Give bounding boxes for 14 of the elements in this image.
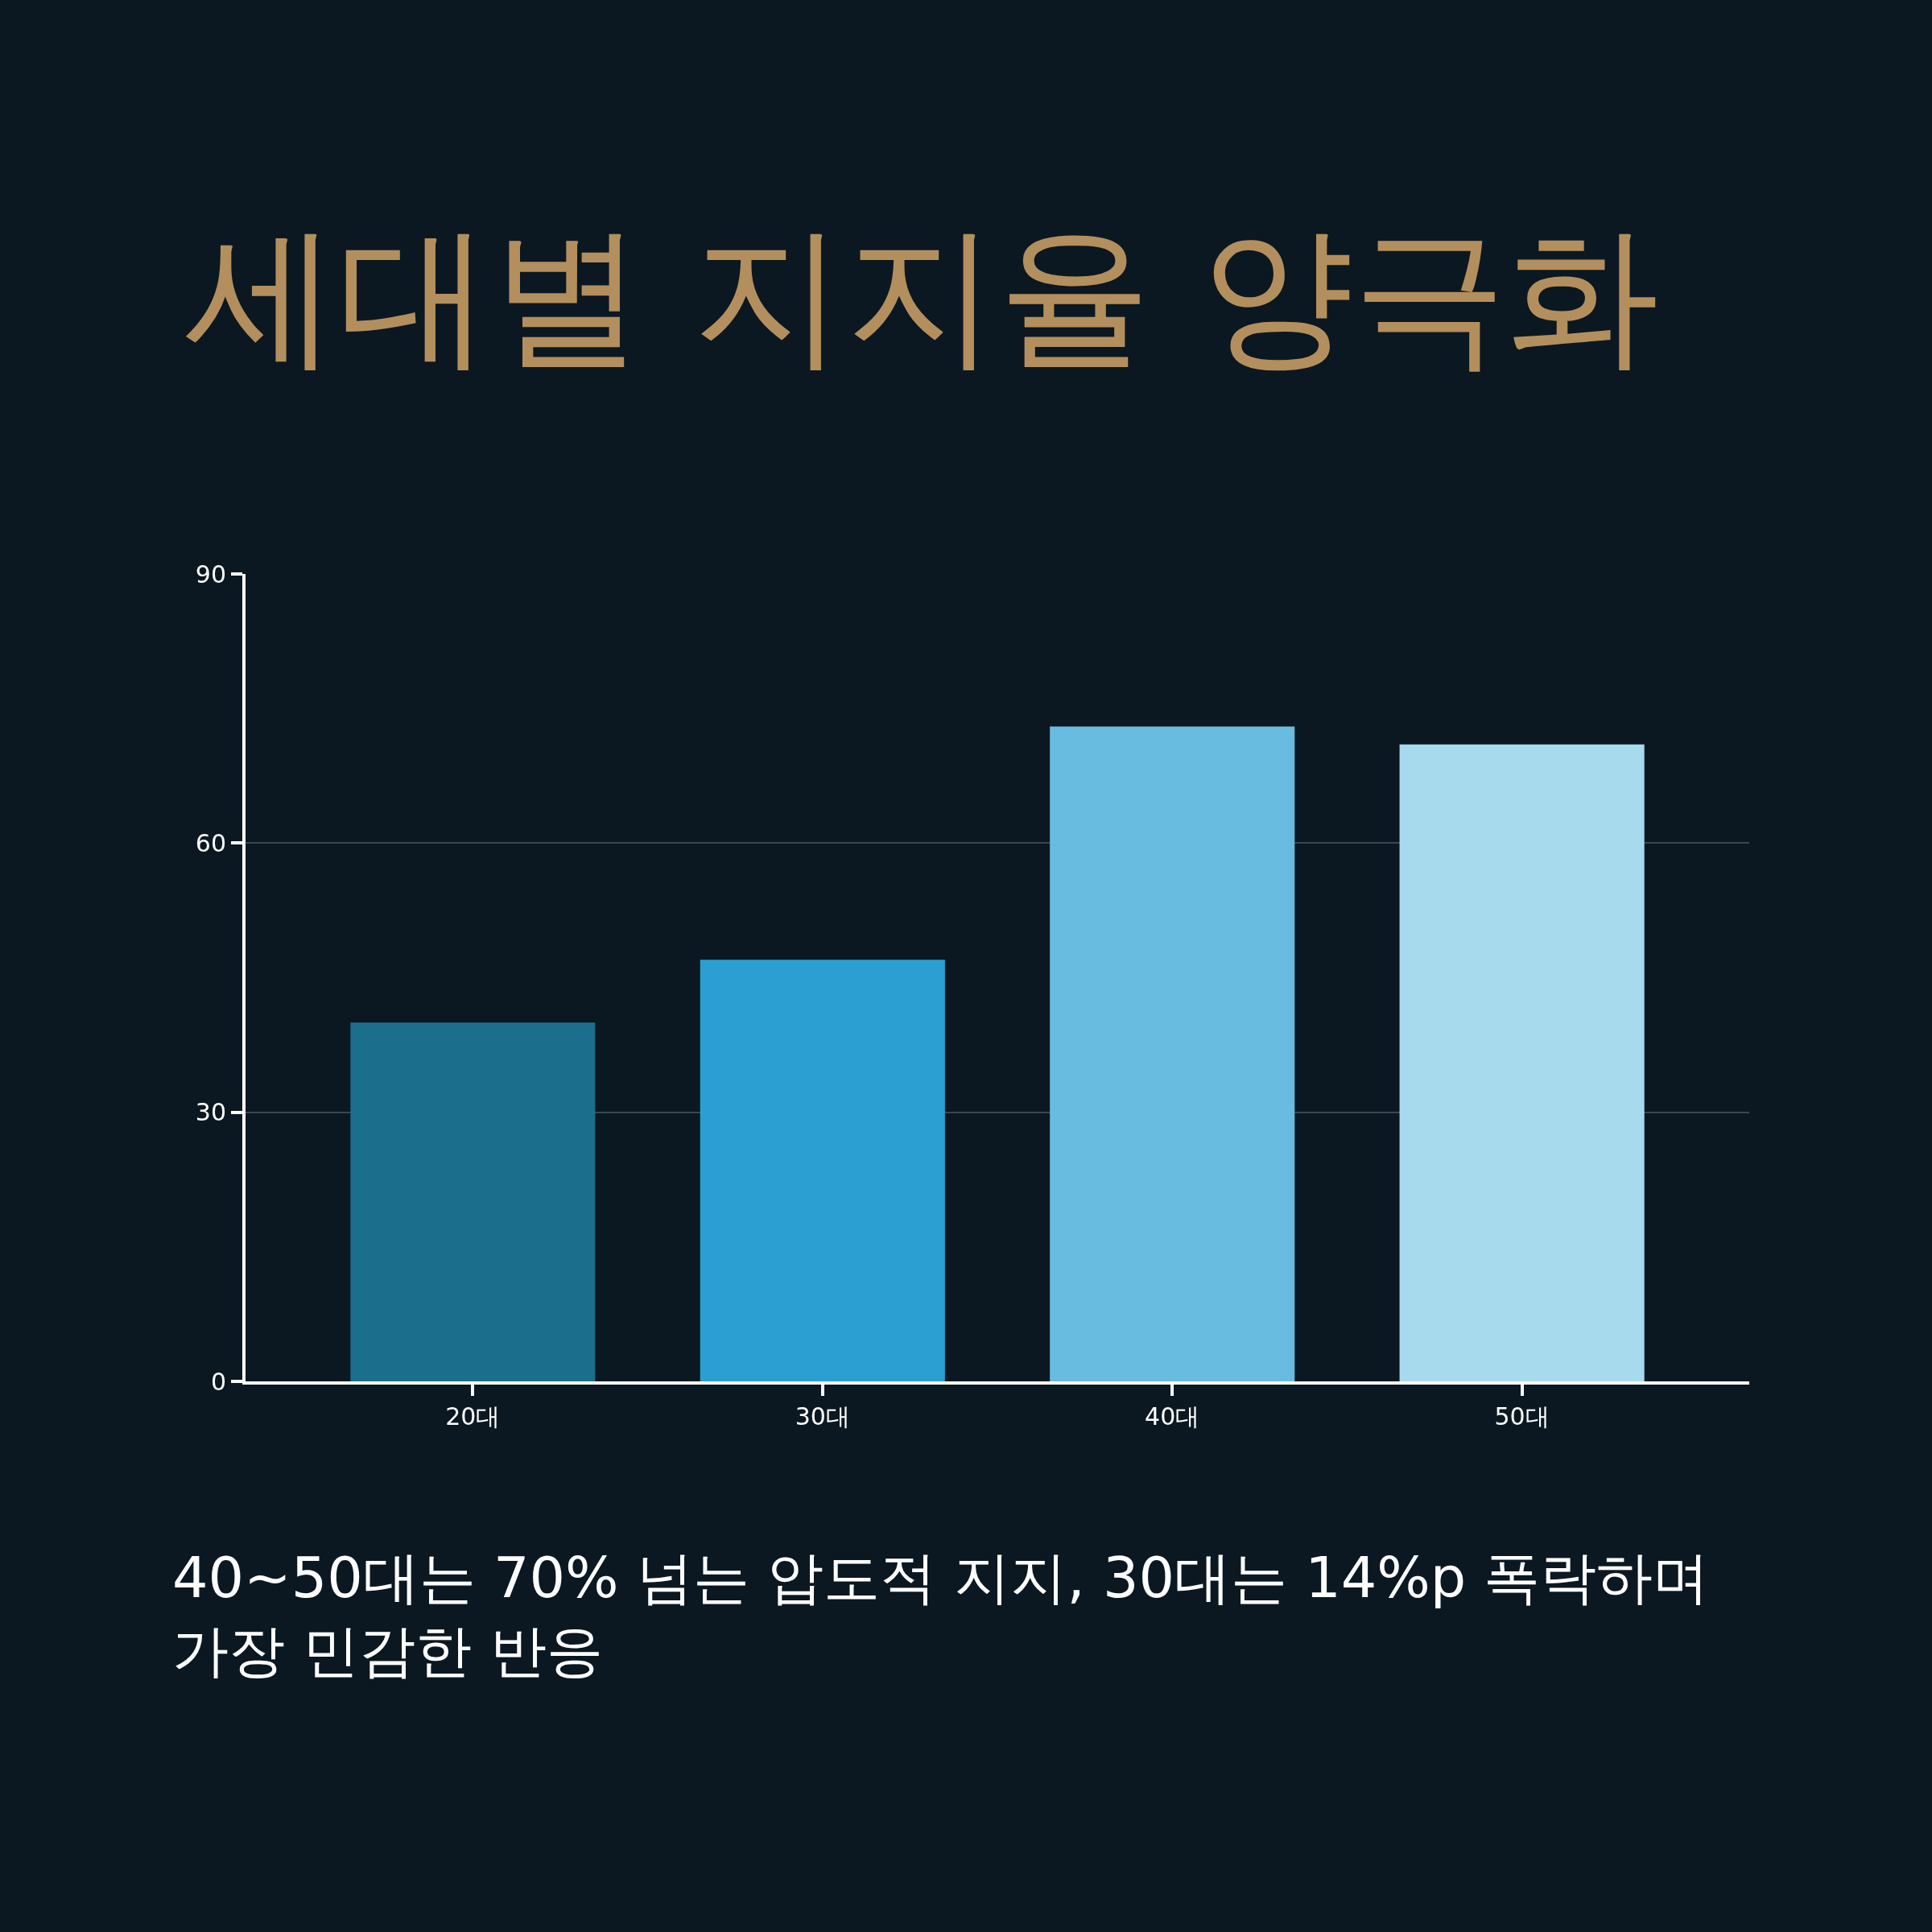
bar — [1399, 744, 1645, 1381]
y-tick-label: 30 — [195, 1098, 226, 1127]
chart-title: 세대별 지지율 양극화 — [185, 207, 1659, 385]
y-tick-label: 90 — [195, 559, 226, 588]
y-tick-label: 0 — [210, 1367, 226, 1396]
bar — [700, 960, 945, 1381]
x-tick-label: 30대 — [795, 1402, 850, 1430]
x-tick-label: 20대 — [445, 1402, 501, 1430]
x-tick-label: 50대 — [1494, 1402, 1550, 1430]
text: 40~50대는 70% 넘는 압도적 지지, 30대는 14%p 폭락하며 가장 민감한 반응 — [172, 1545, 1710, 1684]
y-tick-label: 60 — [195, 828, 226, 857]
x-tick-label: 40대 — [1145, 1402, 1200, 1430]
bar — [350, 1022, 596, 1381]
bar — [1050, 726, 1295, 1381]
